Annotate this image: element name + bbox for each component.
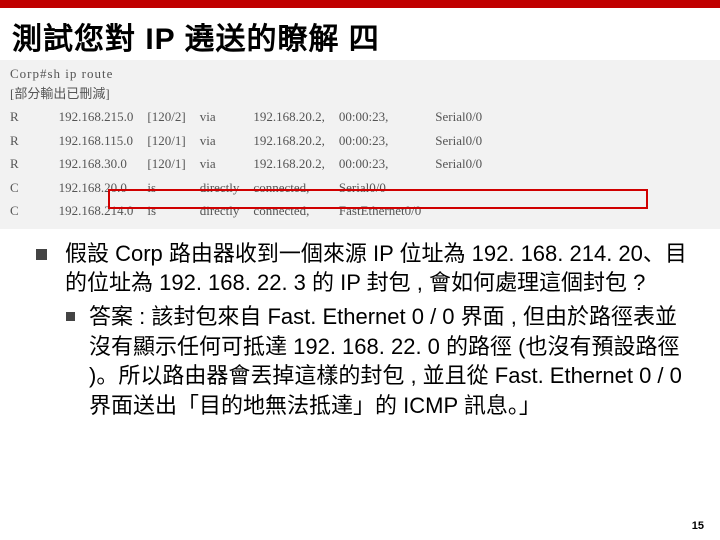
route-cell: 00:00:23, xyxy=(339,105,435,129)
route-cell: is xyxy=(147,199,199,223)
route-cell: [120/2] xyxy=(147,105,199,129)
route-cell: 192.168.20.2, xyxy=(253,152,339,176)
routing-output: Corp#sh ip route [部分輸出已刪減] R192.168.215.… xyxy=(0,60,720,229)
route-cell: directly xyxy=(200,176,254,200)
route-cell: Serial0/0 xyxy=(435,105,496,129)
route-cell: via xyxy=(200,105,254,129)
accent-bar xyxy=(0,0,720,8)
slide-title: 測試您對 IP 遶送的瞭解 四 xyxy=(0,8,720,60)
route-row: R192.168.30.0[120/1]via192.168.20.2,00:0… xyxy=(10,152,496,176)
route-command: Corp#sh ip route xyxy=(10,64,710,84)
route-cell: is xyxy=(147,176,199,200)
route-cell: 192.168.20.2, xyxy=(253,105,339,129)
route-cell: 00:00:23, xyxy=(339,129,435,153)
route-cell: via xyxy=(200,152,254,176)
route-cell xyxy=(435,199,496,223)
question-row: 假設 Corp 路由器收到一個來源 IP 位址為 192. 168. 214. … xyxy=(36,239,690,298)
route-row: R192.168.115.0[120/1]via192.168.20.2,00:… xyxy=(10,129,496,153)
route-cell: connected, xyxy=(253,176,339,200)
route-cell: Serial0/0 xyxy=(339,176,435,200)
route-cell: Serial0/0 xyxy=(435,129,496,153)
route-cell xyxy=(435,176,496,200)
bullet-icon xyxy=(66,312,75,321)
route-cell: 00:00:23, xyxy=(339,152,435,176)
route-row: R192.168.215.0[120/2]via192.168.20.2,00:… xyxy=(10,105,496,129)
route-cell: via xyxy=(200,129,254,153)
route-cell: 192.168.20.2, xyxy=(253,129,339,153)
route-row: C192.168.20.0isdirectlyconnected,Serial0… xyxy=(10,176,496,200)
route-cell: FastEthernet0/0 xyxy=(339,199,435,223)
bullet-icon xyxy=(36,249,47,260)
route-table: R192.168.215.0[120/2]via192.168.20.2,00:… xyxy=(10,105,496,223)
route-note: [部分輸出已刪減] xyxy=(10,84,710,104)
route-cell: R xyxy=(10,129,59,153)
route-cell: R xyxy=(10,152,59,176)
page-number: 15 xyxy=(692,520,704,532)
route-cell: [120/1] xyxy=(147,129,199,153)
route-cell: R xyxy=(10,105,59,129)
route-cell: 192.168.214.0 xyxy=(59,199,148,223)
question-text: 假設 Corp 路由器收到一個來源 IP 位址為 192. 168. 214. … xyxy=(65,239,690,298)
route-cell: Serial0/0 xyxy=(435,152,496,176)
answer-text: 答案 : 該封包來自 Fast. Ethernet 0 / 0 界面 , 但由於… xyxy=(89,302,690,421)
answer-row: 答案 : 該封包來自 Fast. Ethernet 0 / 0 界面 , 但由於… xyxy=(36,302,690,421)
route-cell: 192.168.30.0 xyxy=(59,152,148,176)
routing-output-region: Corp#sh ip route [部分輸出已刪減] R192.168.215.… xyxy=(0,60,720,229)
content-area: 假設 Corp 路由器收到一個來源 IP 位址為 192. 168. 214. … xyxy=(0,229,720,421)
route-cell: 192.168.215.0 xyxy=(59,105,148,129)
route-row: C192.168.214.0isdirectlyconnected,FastEt… xyxy=(10,199,496,223)
route-cell: [120/1] xyxy=(147,152,199,176)
route-cell: C xyxy=(10,199,59,223)
route-cell: 192.168.20.0 xyxy=(59,176,148,200)
route-cell: C xyxy=(10,176,59,200)
route-cell: connected, xyxy=(253,199,339,223)
route-cell: 192.168.115.0 xyxy=(59,129,148,153)
route-cell: directly xyxy=(200,199,254,223)
